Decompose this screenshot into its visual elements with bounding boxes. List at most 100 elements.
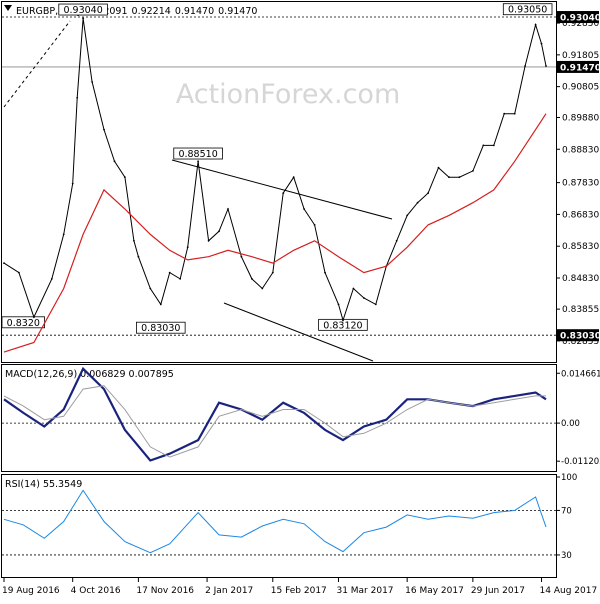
price-point — [513, 112, 516, 115]
annotation-box — [58, 3, 108, 16]
bottom-level-tag: 0.83030 — [557, 329, 600, 342]
price-point — [227, 208, 229, 210]
x-tick-label: 29 Jun 2017 — [471, 586, 525, 596]
price-point — [149, 287, 152, 290]
rsi-ytick-label: 100 — [561, 473, 577, 483]
top-level-tag-box — [557, 11, 599, 24]
current-price-tag-text: 0.91470 — [560, 63, 600, 73]
price-point — [427, 192, 429, 195]
price-point — [133, 239, 135, 242]
collapse-triangle-icon[interactable] — [4, 5, 12, 11]
price-point — [76, 96, 79, 99]
rsi-panel-frame — [1, 474, 557, 578]
price-point — [71, 182, 74, 185]
upper-trendline — [171, 159, 393, 220]
price-point — [324, 271, 326, 274]
price-point — [524, 65, 526, 67]
price-point — [62, 233, 65, 236]
dashed-trendline — [3, 20, 71, 108]
price-point — [363, 297, 365, 299]
x-tick-label: 16 May 2017 — [405, 586, 464, 596]
price-point — [91, 81, 93, 83]
ohlc-low: 0.91470 — [175, 6, 214, 17]
price-ytick-label: 0.90805 — [562, 83, 599, 93]
macd-ytick-label: 0.00 — [561, 419, 580, 429]
price-series-line — [3, 18, 547, 323]
price-ytick-label: 0.88830 — [562, 145, 599, 155]
price-point — [103, 128, 105, 131]
price-ytick-label: 0.89880 — [562, 113, 599, 123]
bottom-level-tag-text: 0.83030 — [560, 332, 600, 342]
price-ytick-label: 0.87830 — [562, 179, 599, 189]
annotation-label: 0.83030 — [141, 323, 180, 334]
price-point — [337, 303, 340, 306]
price-ytick-label: 0.82855 — [562, 337, 599, 347]
price-point — [113, 160, 116, 163]
price-point — [416, 201, 419, 204]
top-level-tag-text: 0.93040 — [560, 14, 600, 24]
annotation-box — [502, 3, 553, 16]
price-point — [395, 239, 398, 242]
price-point — [352, 287, 355, 290]
price-point — [437, 166, 440, 169]
x-tick-label: 2 Jan 2017 — [205, 586, 253, 596]
macd-panel-frame — [1, 364, 557, 472]
price-point — [137, 255, 140, 258]
x-tick-label: 14 Aug 2017 — [540, 586, 598, 596]
rsi-ytick-label: 30 — [561, 551, 572, 561]
price-point — [271, 271, 274, 274]
price-point — [303, 208, 305, 210]
lower-trendline — [223, 302, 374, 362]
price-ytick-label: 0.91805 — [562, 51, 599, 61]
annotation-label: 0.8320 — [7, 318, 40, 329]
annotation-box — [136, 321, 186, 334]
price-point — [313, 224, 316, 226]
price-point — [540, 42, 543, 45]
price-point — [458, 176, 461, 179]
price-point — [503, 112, 506, 115]
price-point — [186, 246, 189, 249]
x-tick-label: 19 Aug 2016 — [2, 586, 60, 596]
price-point — [18, 271, 20, 274]
annotation-label: 0.93040 — [63, 5, 102, 16]
price-point — [448, 176, 450, 179]
moving-average-line — [3, 113, 547, 353]
price-ytick-label: 0.83855 — [562, 305, 599, 315]
price-point — [406, 214, 409, 217]
x-tick-label: 4 Oct 2016 — [71, 586, 121, 596]
top-level-tag: 0.93040 — [557, 11, 600, 24]
annotation-box — [173, 147, 223, 160]
bottom-level-tag-box — [557, 329, 599, 342]
price-ytick-label: 0.85830 — [562, 242, 599, 252]
price-point — [82, 17, 84, 20]
price-point — [251, 278, 253, 280]
price-point — [33, 316, 35, 318]
price-point — [50, 278, 53, 280]
price-annotation: 0.83030 — [136, 321, 186, 334]
annotation-label: 0.88510 — [178, 149, 217, 160]
x-tick-label: 15 Feb 2017 — [271, 586, 327, 596]
price-ytick-label: 0.92850 — [562, 19, 599, 29]
rsi-title: RSI(14) 55.3549 — [5, 479, 82, 490]
x-tick-label: 17 Nov 2016 — [136, 586, 194, 596]
price-point — [492, 144, 495, 147]
trendlines — [3, 20, 393, 362]
price-point — [240, 255, 243, 258]
annotation-label: 0.93050 — [508, 5, 547, 16]
price-annotation: 0.8320 — [1, 316, 45, 329]
rsi-ytick-label: 70 — [561, 506, 572, 516]
price-point — [3, 262, 5, 264]
x-tick-label: 31 Mar 2017 — [336, 586, 393, 596]
price-point — [197, 160, 200, 163]
price-annotation: 0.88510 — [173, 147, 223, 160]
rsi-line — [3, 489, 547, 554]
ohlc-close: 0.91470 — [218, 6, 257, 17]
price-point — [218, 230, 220, 233]
price-point — [124, 176, 126, 179]
price-point — [207, 239, 210, 242]
macd-ytick-label: -0.011202 — [561, 457, 600, 467]
